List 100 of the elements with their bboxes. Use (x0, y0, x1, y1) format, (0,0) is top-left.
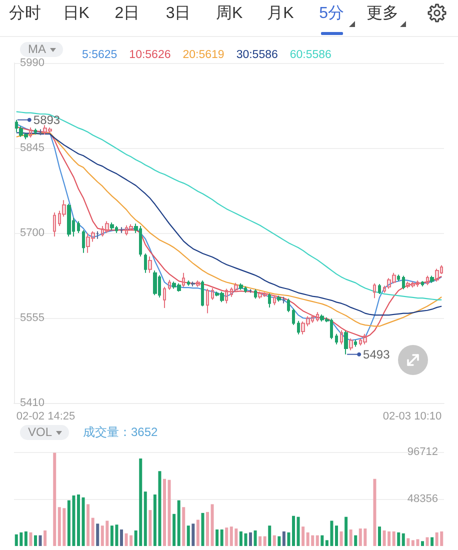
candlestick (206, 288, 209, 314)
text: 分时 (8, 4, 42, 23)
bar (282, 531, 286, 546)
text: 3日 (164, 4, 192, 23)
candlestick (430, 275, 434, 284)
candlestick (421, 280, 424, 287)
bar (24, 531, 28, 546)
bar (91, 518, 94, 546)
text: 02-02 14:25 (16, 410, 76, 422)
line-series (16, 111, 442, 300)
text: 20:5619 (182, 49, 224, 61)
candlestick (354, 339, 357, 348)
candlestick (287, 298, 290, 313)
candlestick (335, 333, 338, 345)
bar (44, 530, 47, 546)
candlestick (416, 280, 419, 288)
candlestick (91, 230, 95, 242)
bar (34, 535, 37, 546)
bar (201, 512, 204, 546)
candlestick (234, 282, 238, 292)
candlestick (86, 232, 90, 254)
bar (177, 500, 180, 546)
candlestick (39, 128, 42, 136)
bar (77, 494, 80, 546)
candlestick (67, 203, 71, 238)
bar (320, 535, 324, 546)
bar (182, 507, 186, 546)
bar (38, 535, 42, 546)
candlestick (191, 281, 195, 287)
candlestick (349, 338, 353, 351)
text: 周K (215, 4, 244, 23)
annotation: 5893 (33, 112, 60, 127)
candlestick (359, 338, 362, 346)
bar (144, 492, 147, 546)
candlestick (373, 282, 376, 299)
bar (335, 526, 338, 546)
bar (210, 504, 214, 546)
candlestick (306, 316, 310, 327)
text: 月K (266, 4, 295, 23)
candlestick (168, 279, 171, 290)
candlestick (29, 126, 32, 138)
candlestick (263, 292, 267, 298)
candlestick (387, 278, 391, 290)
bar (373, 478, 376, 546)
candlestick (43, 124, 47, 136)
bar (272, 535, 276, 546)
candlestick (426, 275, 429, 286)
text: 30:5586 (236, 49, 278, 61)
candlestick (311, 314, 314, 324)
y-tick-label: 5990 (20, 57, 44, 69)
bar (406, 538, 410, 546)
bar (216, 529, 219, 546)
text: 日K (62, 4, 90, 23)
legend-title: MA (28, 42, 46, 57)
candlestick (96, 230, 99, 240)
candlestick (383, 285, 386, 294)
chart-title: VOL (28, 425, 52, 440)
bar (206, 512, 209, 546)
bar (378, 526, 381, 546)
candlestick (196, 280, 200, 288)
bar (344, 516, 348, 546)
bar (340, 531, 343, 546)
bar (86, 504, 90, 546)
bar (316, 535, 319, 546)
candlestick (105, 220, 109, 234)
candlestick (230, 287, 233, 298)
candlestick (144, 253, 147, 274)
bar (168, 480, 171, 546)
candlestick (153, 270, 157, 296)
bar (349, 529, 352, 546)
bar (196, 520, 200, 546)
text: 10:5626 (129, 49, 171, 61)
bar (258, 536, 262, 546)
candlestick (254, 288, 257, 300)
bar (148, 510, 152, 546)
bar (53, 452, 56, 546)
candlestick (297, 320, 300, 335)
y-tick-label: 5410 (20, 397, 44, 409)
bar (220, 529, 224, 546)
candlestick (163, 286, 166, 309)
bar (192, 524, 195, 546)
bar (397, 532, 400, 546)
text: 2日 (114, 4, 141, 23)
candlestick (239, 282, 243, 290)
candlestick (225, 288, 228, 304)
candlestick (406, 281, 410, 289)
y-tick-label: 96712 (407, 446, 438, 458)
text: 5:5625 (82, 49, 118, 61)
candlestick (129, 224, 133, 232)
bar (254, 530, 257, 546)
candlestick (344, 330, 348, 355)
candlestick (435, 268, 439, 282)
bar (96, 524, 100, 546)
candlestick (34, 128, 37, 136)
bar (402, 533, 405, 546)
y-tick-label: 5845 (20, 142, 44, 154)
candlestick (411, 281, 415, 288)
text: 5分 (318, 4, 346, 23)
bar (120, 529, 123, 546)
y-tick-label: 5555 (20, 312, 44, 324)
